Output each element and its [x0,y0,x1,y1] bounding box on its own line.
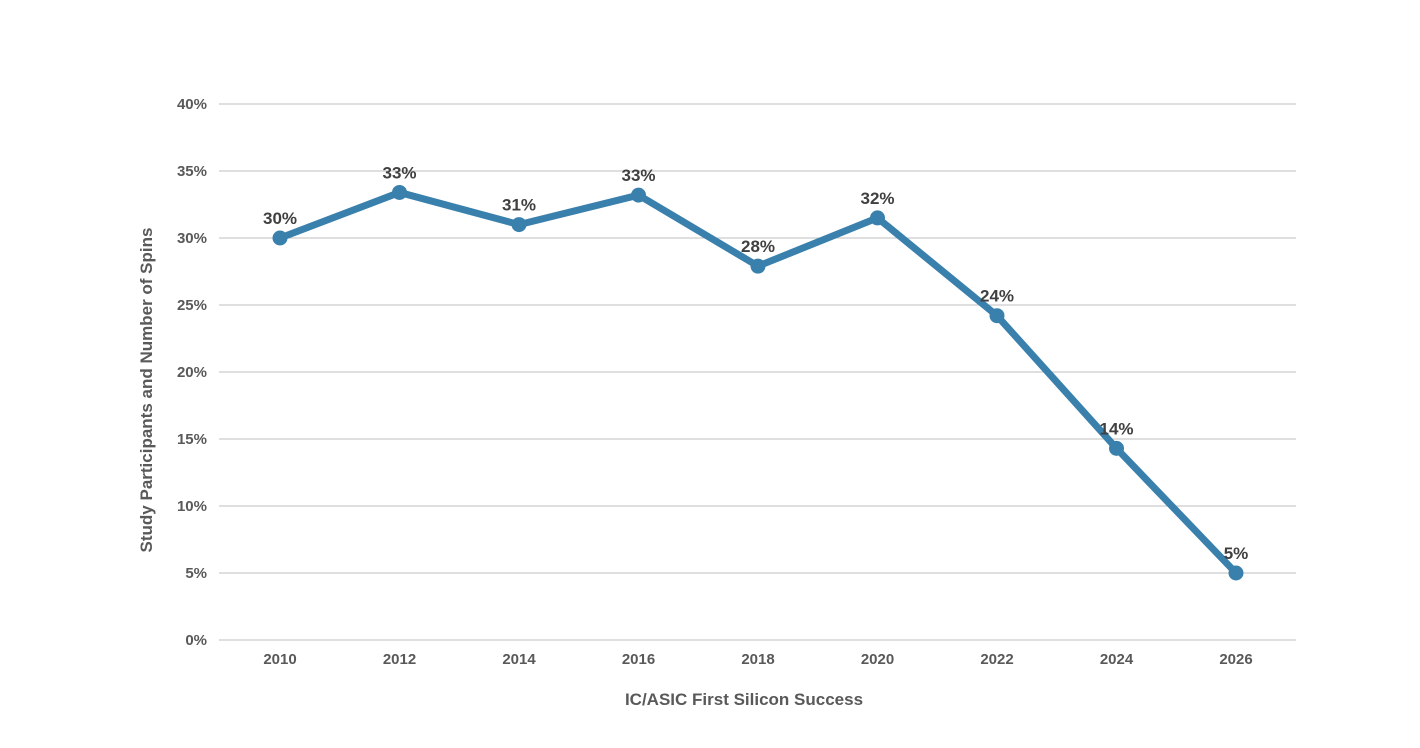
y-tick-label: 25% [177,297,207,314]
data-point [392,184,407,200]
data-point [511,217,527,233]
y-tick-label: 15% [177,431,207,448]
data-label: 33% [621,166,655,185]
x-tick-label: 2016 [622,651,655,668]
y-axis-title: Study Participants and Number of Spins [137,228,156,553]
x-tick-label: 2026 [1219,651,1252,668]
y-tick-label: 5% [185,565,207,582]
y-tick-label: 35% [177,163,207,180]
data-label: 33% [382,163,416,182]
data-point [272,230,288,246]
data-label: 32% [860,189,894,208]
data-labels: 30% 33% 31% 33% 28% 32% 24% 14% 5% [263,163,1248,563]
gridlines [219,103,1296,641]
data-label: 5% [1224,544,1249,563]
x-axis-title: IC/ASIC First Silicon Success [625,690,863,709]
x-tick-label: 2022 [980,651,1013,668]
x-tick-label: 2020 [861,651,894,668]
x-tick-label: 2024 [1100,651,1134,668]
data-point [1228,565,1244,581]
data-label: 14% [1099,419,1133,438]
x-tick-label: 2018 [741,651,774,668]
data-point [989,308,1005,324]
y-tick-label: 20% [177,364,207,381]
data-label: 28% [741,237,775,256]
x-tick-label: 2012 [383,651,416,668]
y-tick-label: 40% [177,96,207,113]
x-axis-ticks: 2010 2012 2014 2016 2018 2020 2022 2024 2026 [263,651,1252,668]
y-tick-label: 30% [177,230,207,247]
data-label: 31% [502,196,536,215]
y-tick-label: 0% [185,632,207,649]
data-point [750,258,766,274]
y-axis-ticks: 0% 5% 10% 15% 20% 25% 30% 35% 40% [177,96,207,649]
data-point [1109,440,1124,456]
data-point [631,187,646,203]
data-point [870,210,885,226]
series-line-group [272,184,1244,581]
y-tick-label: 10% [177,498,207,515]
data-label: 24% [980,287,1014,306]
data-label: 30% [263,209,297,228]
x-tick-label: 2010 [263,651,296,668]
x-tick-label: 2014 [502,651,536,668]
